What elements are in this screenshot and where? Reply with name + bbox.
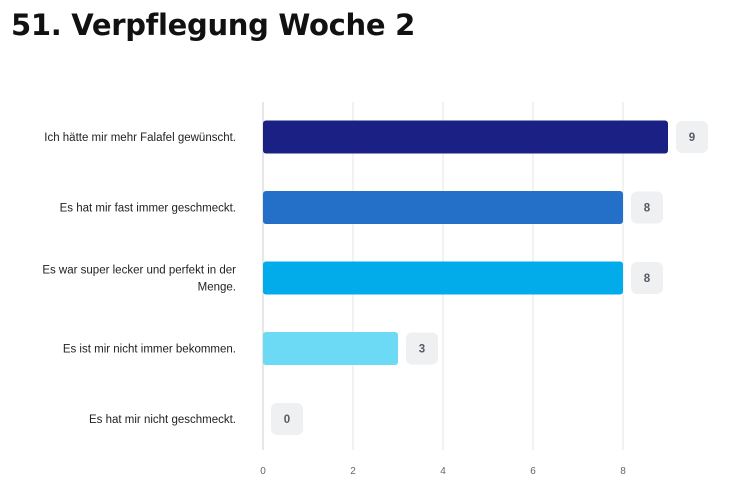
- data-label: 3: [419, 344, 425, 356]
- data-label-badge: [271, 403, 303, 435]
- data-label-badge: [631, 191, 663, 224]
- category-label: Es hat mir fast immer geschmeckt.: [60, 203, 236, 215]
- category-label: Es war super lecker und perfekt in der: [42, 265, 236, 277]
- bar: [263, 261, 623, 295]
- data-label-badge: [631, 262, 663, 294]
- x-tick-label: 6: [530, 466, 536, 477]
- data-label: 8: [644, 273, 651, 285]
- x-tick-label: 0: [260, 466, 266, 477]
- bar: [263, 191, 623, 224]
- x-tick-label: 4: [440, 466, 446, 477]
- data-label-badge: [676, 121, 708, 153]
- data-label: 8: [644, 203, 651, 215]
- data-label: 9: [689, 132, 695, 144]
- x-tick-label: 2: [350, 466, 356, 477]
- category-label: Menge.: [198, 282, 236, 294]
- category-label: Ich hätte mir mehr Falafel gewünscht.: [44, 132, 236, 144]
- bar: [263, 120, 668, 154]
- category-label: Es hat mir nicht geschmeckt.: [89, 414, 236, 426]
- bars: 9 8 8 3 0: [263, 120, 708, 435]
- page-title: 51. Verpflegung Woche 2: [11, 8, 415, 42]
- category-label: Es ist mir nicht immer bekommen.: [63, 344, 236, 356]
- bar: [263, 332, 398, 365]
- x-axis-ticks: 0 2 4 6 8: [260, 466, 626, 477]
- data-label-badge: [406, 332, 438, 365]
- category-labels: Ich hätte mir mehr Falafel gewünscht. Es …: [42, 132, 236, 426]
- x-tick-label: 8: [620, 466, 626, 477]
- data-label: 0: [284, 414, 290, 426]
